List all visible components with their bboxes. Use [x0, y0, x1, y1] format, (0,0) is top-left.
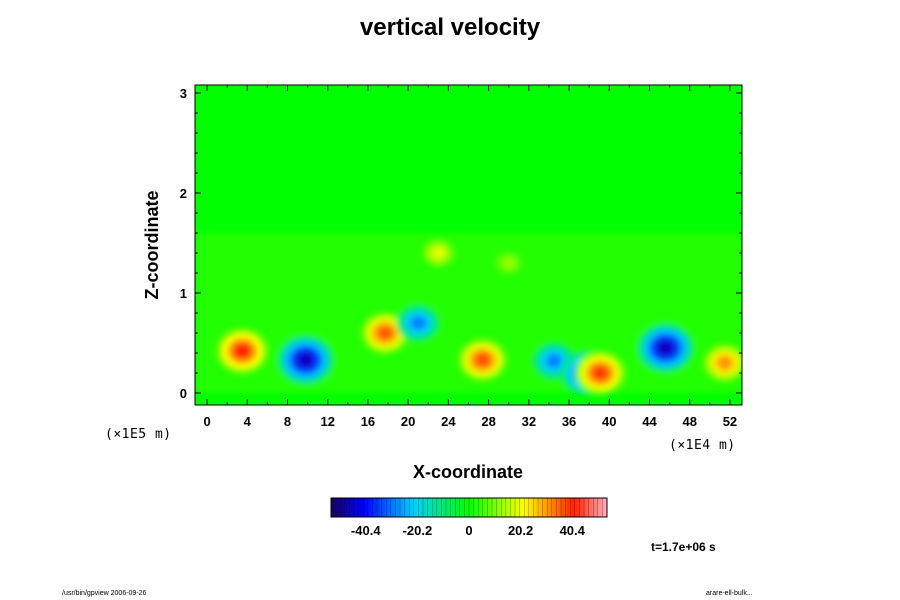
x-tick-label-0: 0 [203, 414, 210, 429]
colorbar-ticks: -40.4 -20.2 0 20.2 40.4 [351, 523, 586, 538]
colorbar-tick-label-0: -40.4 [351, 523, 381, 538]
x-tick-label-7: 28 [481, 414, 495, 429]
field-feature-0-level-3 [233, 343, 252, 359]
field-feature-3-level-3 [410, 316, 426, 330]
plot-area [195, 85, 742, 405]
footer-right: arare-ell-bulk... [706, 590, 753, 597]
x-tick-label-10: 40 [602, 414, 616, 429]
colorbar-tick-label-2: 0 [465, 523, 472, 538]
colorbar-tick-label-1: -20.2 [403, 523, 433, 538]
colorbar-tick-label-3: 20.2 [508, 523, 533, 538]
x-tick-label-5: 20 [401, 414, 415, 429]
x-tick-label-13: 52 [723, 414, 737, 429]
x-tick-label-1: 4 [244, 414, 252, 429]
field-feature-9-level-3 [717, 356, 733, 370]
colorbar-tick-label-4: 40.4 [560, 523, 586, 538]
field-feature-5-level-3 [546, 354, 562, 368]
y-scale-note: (×1E5 m) [105, 427, 172, 442]
field-feature-7-level-3 [591, 365, 609, 381]
x-tick-label-12: 48 [682, 414, 696, 429]
x-tick-label-2: 8 [284, 414, 291, 429]
y-tick-label-2: 2 [180, 186, 187, 201]
colorbar-lines [335, 498, 603, 517]
x-tick-label-3: 12 [320, 414, 334, 429]
time-label: t=1.7e+06 s [651, 540, 716, 554]
chart-title: vertical velocity [359, 14, 541, 41]
field-feature-8-level-3 [656, 339, 676, 357]
x-scale-note: (×1E4 m) [669, 438, 736, 453]
x-tick-label-4: 16 [361, 414, 375, 429]
x-tick-label-8: 32 [522, 414, 536, 429]
y-tick-label-1: 1 [180, 286, 187, 301]
y-tick-label-3: 3 [180, 86, 187, 101]
field-layer [195, 233, 742, 396]
x-tick-label-11: 44 [642, 414, 657, 429]
x-axis: 0 4 8 12 16 20 24 28 32 36 40 44 48 52 [203, 85, 737, 429]
field-feature-10-level-3 [432, 247, 445, 259]
x-tick-label-6: 24 [441, 414, 456, 429]
footer-left: /usr/bin/gpview 2006-09-26 [62, 590, 147, 597]
x-tick-label-9: 36 [562, 414, 576, 429]
field-feature-11-level-3 [503, 258, 515, 268]
field-feature-1-level-3 [296, 351, 316, 369]
colorbar: -40.4 -20.2 0 20.2 40.4 [330, 497, 608, 538]
field-feature-2-level-3 [376, 325, 394, 341]
y-axis: 0 1 2 3 [180, 86, 742, 401]
y-axis-title: Z-coordinate [142, 190, 162, 299]
y-tick-label-0: 0 [180, 386, 187, 401]
x-axis-title: X-coordinate [413, 462, 523, 482]
field-feature-4-level-3 [474, 352, 491, 368]
